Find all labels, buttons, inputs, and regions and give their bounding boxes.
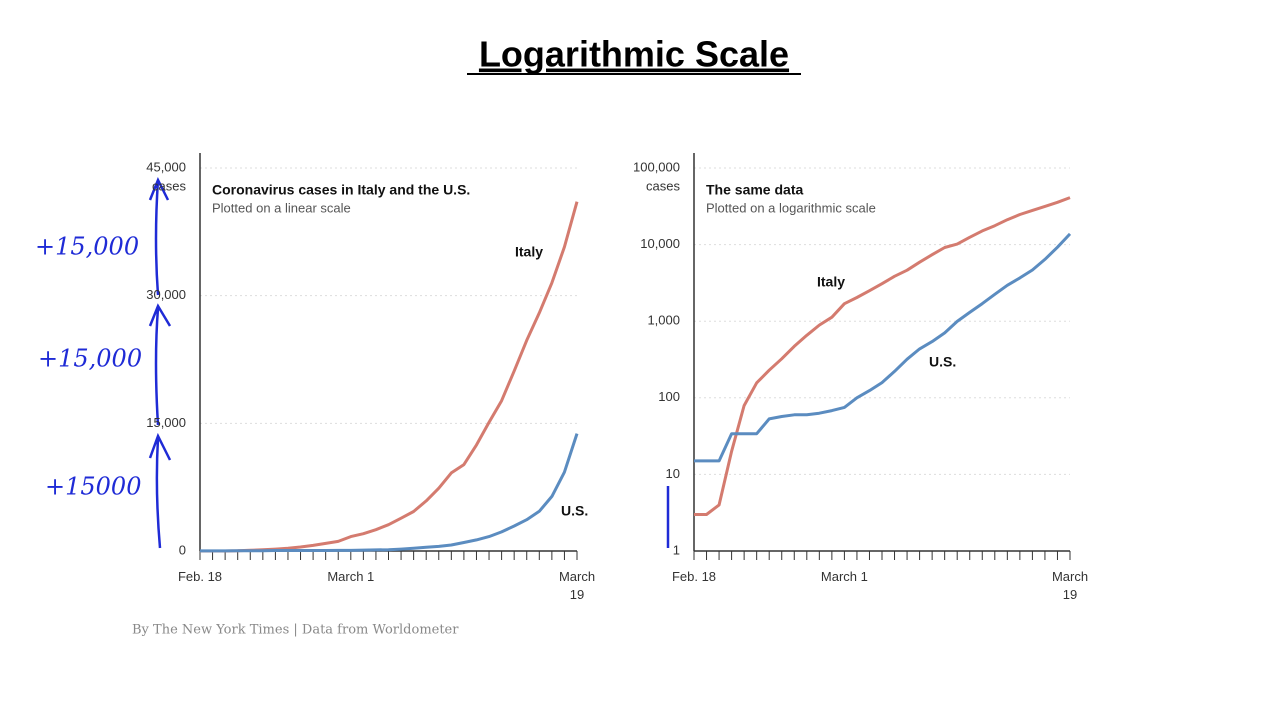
x-tick-label: March 19 <box>1051 569 1089 602</box>
annotation: +15000 <box>45 473 141 501</box>
chart-title: Coronavirus cases in Italy and the U.S. <box>212 182 470 198</box>
y-axis-label: cases <box>152 178 186 193</box>
chart-subtitle: Plotted on a linear scale <box>212 200 351 215</box>
series-label: U.S. <box>929 354 956 370</box>
y-tick-label: 15,000 <box>146 415 186 430</box>
x-tick-label: Feb. 18 <box>671 569 717 584</box>
y-axis-label: cases <box>646 178 680 193</box>
x-tick-label: March 1 <box>327 569 375 584</box>
y-tick-label: 100 <box>658 389 680 404</box>
line <box>694 196 1071 516</box>
series-label: U.S. <box>561 503 588 519</box>
x-tick-label: March 1 <box>820 569 868 584</box>
annotation: +15,000 <box>38 345 142 373</box>
page-title: Logarithmic Scale <box>479 34 789 75</box>
y-tick-label: 100,000 <box>633 159 680 174</box>
y-tick-label: 1,000 <box>647 313 680 328</box>
y-tick-label: 10,000 <box>640 236 680 251</box>
y-tick-label: 0 <box>179 542 186 557</box>
chart-subtitle: Plotted on a logarithmic scale <box>706 200 876 215</box>
y-tick-label: 45,000 <box>146 159 186 174</box>
y-tick-label: 1 <box>673 542 680 557</box>
chart-title: The same data <box>706 182 803 198</box>
series-label: Italy <box>817 274 845 290</box>
line <box>694 232 1072 463</box>
y-tick-label: 30,000 <box>146 287 186 302</box>
annotation: +15,000 <box>35 233 139 261</box>
footer: By The New York Times | Data from Worldo… <box>132 623 459 638</box>
x-tick-label: March 19 <box>558 569 596 602</box>
line <box>200 433 579 553</box>
hand-arrows <box>148 176 670 549</box>
x-tick-label: Feb. 18 <box>177 569 223 584</box>
y-tick-label: 10 <box>666 466 680 481</box>
series-label: Italy <box>515 244 543 260</box>
